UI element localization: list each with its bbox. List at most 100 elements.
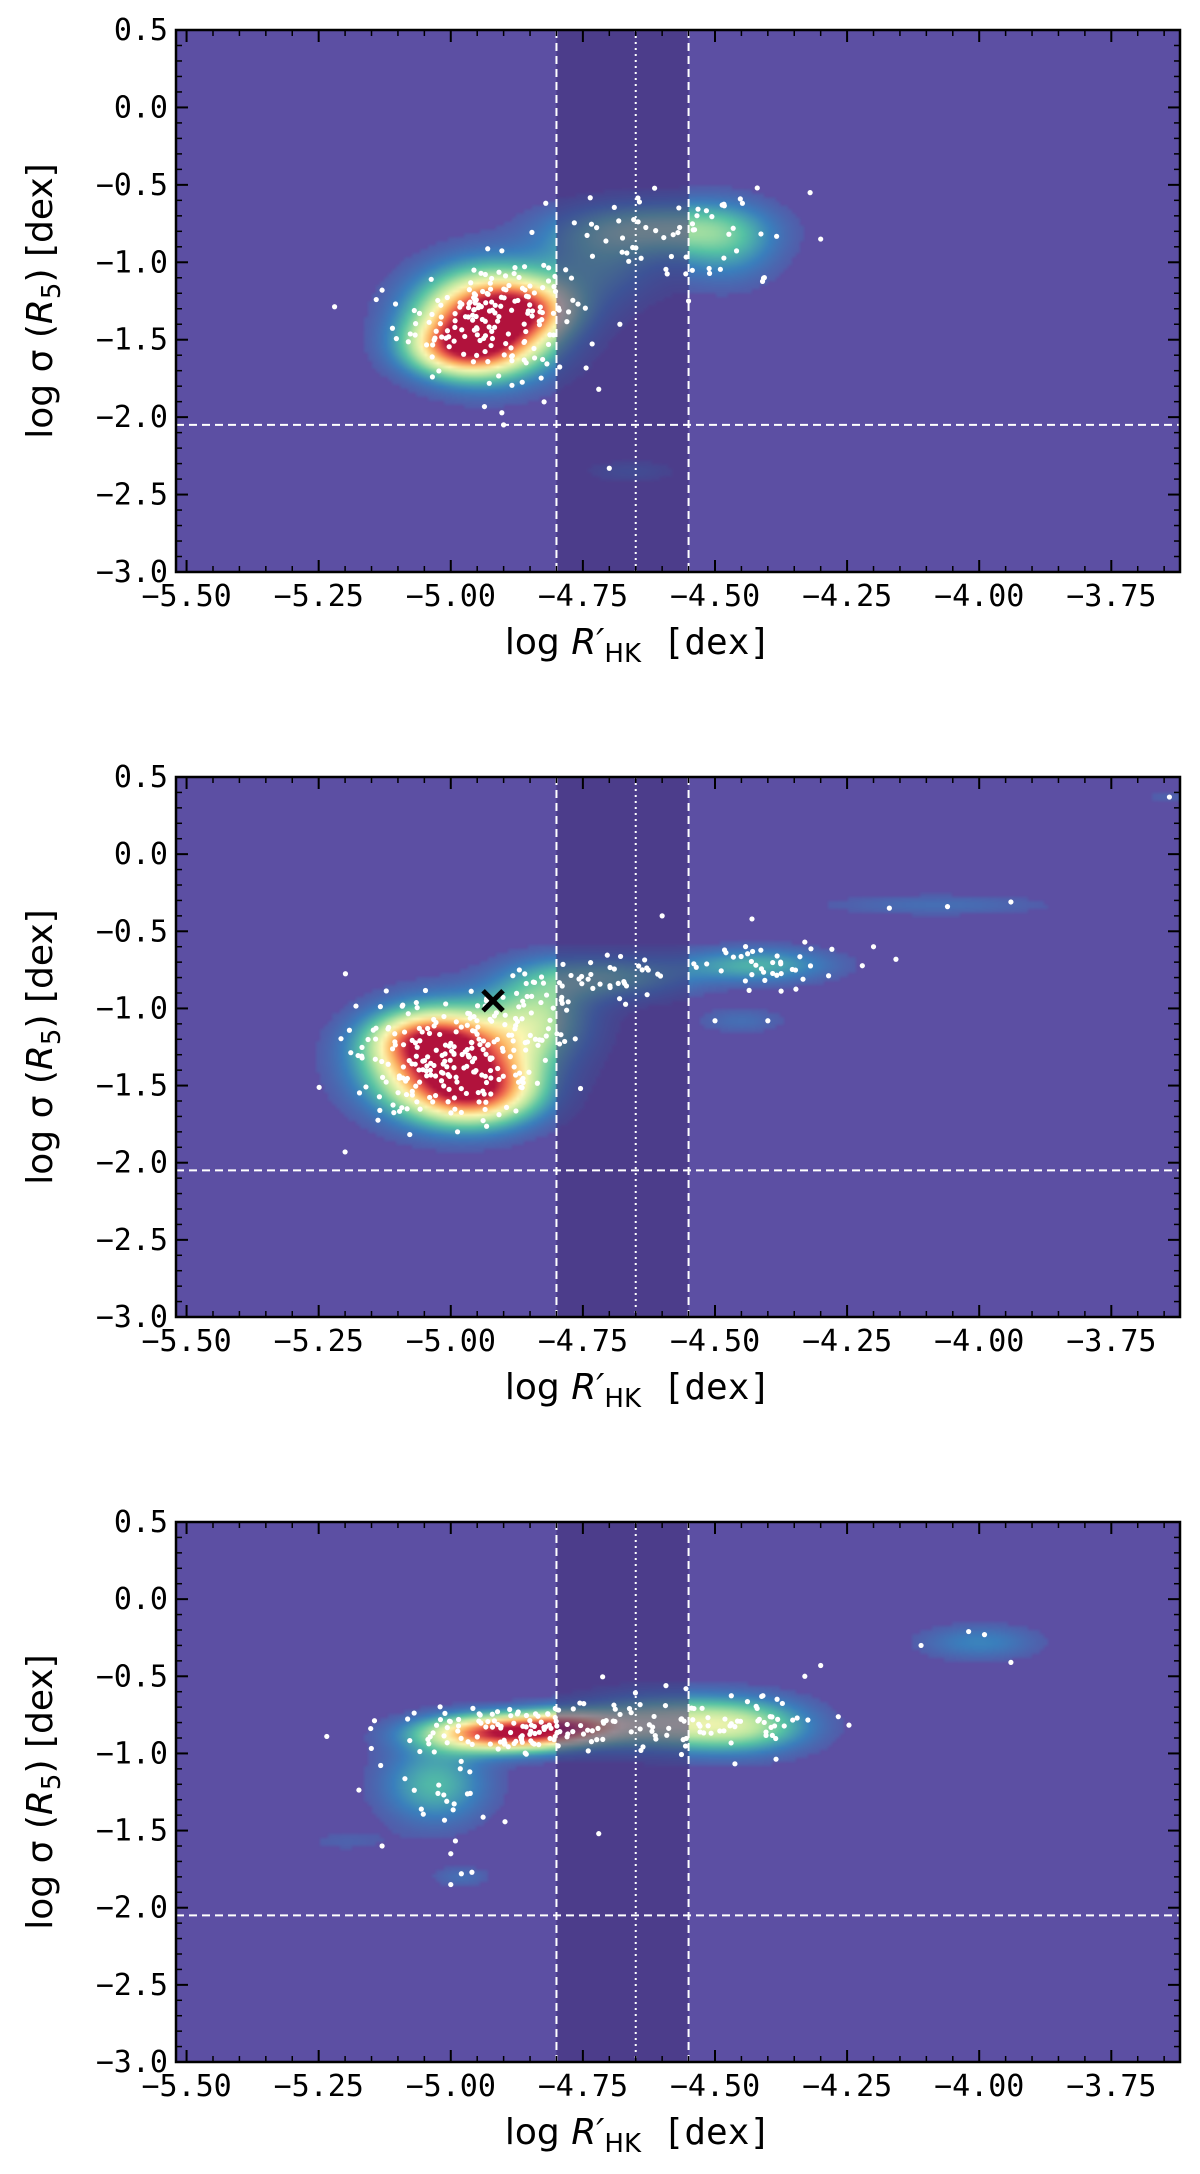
data-point — [405, 1716, 411, 1722]
data-point — [560, 961, 566, 967]
data-point — [644, 992, 650, 998]
x-tick-label: −3.75 — [1066, 1324, 1156, 1359]
data-point — [458, 1758, 464, 1764]
data-point — [528, 1010, 534, 1016]
data-point — [728, 1693, 734, 1699]
data-point — [755, 1718, 761, 1724]
data-point — [668, 253, 675, 260]
data-point — [414, 1005, 420, 1011]
data-point — [403, 1091, 410, 1098]
plot-frame — [174, 28, 1182, 574]
data-point — [653, 1736, 659, 1742]
data-point — [651, 185, 658, 191]
data-point — [570, 1729, 576, 1735]
data-point — [790, 1717, 796, 1723]
data-point — [607, 964, 613, 971]
data-point — [405, 339, 411, 345]
data-point — [664, 271, 670, 277]
data-point — [509, 353, 515, 359]
x-tick-label: −4.00 — [934, 579, 1024, 614]
data-point — [440, 1061, 446, 1067]
data-point — [542, 1057, 548, 1063]
data-point — [429, 354, 435, 360]
data-point — [523, 1724, 529, 1730]
data-point — [505, 331, 511, 337]
data-point — [543, 1033, 549, 1039]
data-point — [529, 229, 535, 235]
data-point — [565, 999, 571, 1005]
x-tick-label: −4.75 — [538, 2069, 628, 2104]
x-tick-label: −4.25 — [802, 1324, 892, 1359]
x-tick-label: −3.75 — [1066, 2069, 1156, 2104]
data-point — [425, 1025, 431, 1032]
data-point — [480, 1088, 486, 1094]
panel-bottom: −5.50 −5.25 −5.00 −4.75 −4.50 −4.25 −4.00 −3.75… — [20, 1505, 1182, 2159]
data-point — [474, 352, 480, 359]
data-point — [531, 355, 538, 361]
data-point — [540, 285, 546, 291]
y-tick-label: −2.5 — [96, 1223, 168, 1258]
data-point — [454, 1129, 461, 1135]
data-point — [523, 980, 529, 987]
data-point — [557, 364, 563, 370]
data-point — [443, 335, 449, 341]
data-point — [585, 1727, 591, 1733]
y-tick-label: −1.5 — [96, 1814, 168, 1849]
data-point — [473, 297, 479, 303]
activity-band — [556, 30, 689, 572]
x-tick-label: −4.50 — [670, 2069, 760, 2104]
data-point — [527, 1731, 533, 1737]
data-point — [316, 1084, 322, 1090]
data-point — [650, 1724, 656, 1730]
data-point — [428, 276, 434, 282]
data-point — [628, 1710, 634, 1716]
data-point — [458, 1024, 464, 1030]
data-point — [487, 1067, 494, 1074]
data-point — [474, 332, 480, 338]
data-point — [730, 954, 737, 960]
data-point — [767, 1714, 773, 1720]
data-point — [487, 286, 494, 292]
data-point — [535, 1713, 541, 1719]
data-point — [793, 986, 799, 992]
data-point — [441, 1083, 447, 1089]
y-tick-label: −2.5 — [96, 1968, 168, 2003]
data-point — [441, 1013, 447, 1020]
data-point — [433, 1019, 439, 1026]
data-point — [446, 1086, 452, 1092]
data-point — [536, 1037, 543, 1043]
data-point — [657, 973, 664, 979]
data-point — [436, 1782, 442, 1788]
x-tick-label: −5.25 — [274, 1324, 364, 1359]
y-tick-label: 0.5 — [114, 1505, 168, 1540]
data-point — [459, 1051, 465, 1058]
data-point — [617, 321, 623, 327]
data-point — [438, 302, 444, 308]
data-point — [541, 1724, 547, 1730]
data-point — [469, 312, 476, 318]
data-point — [728, 1740, 734, 1746]
data-point — [451, 1801, 457, 1807]
data-point — [469, 1045, 475, 1051]
data-point — [564, 1721, 570, 1728]
data-point — [509, 307, 515, 313]
data-point — [508, 1729, 514, 1736]
data-point — [615, 980, 621, 987]
data-point — [451, 338, 457, 344]
data-point — [486, 380, 492, 386]
data-point — [481, 335, 487, 341]
data-point — [606, 465, 612, 471]
data-point — [728, 1721, 734, 1727]
data-point — [577, 1700, 583, 1706]
data-point — [637, 1726, 643, 1732]
data-point — [444, 1064, 450, 1070]
data-point — [807, 190, 813, 196]
data-point — [405, 1011, 411, 1017]
data-point — [758, 231, 764, 237]
data-point — [944, 904, 951, 910]
data-point — [499, 1045, 506, 1051]
activity-band — [556, 1522, 689, 2062]
data-point — [540, 980, 547, 986]
data-point — [502, 1012, 508, 1018]
x-tick-label: −5.00 — [406, 1324, 496, 1359]
